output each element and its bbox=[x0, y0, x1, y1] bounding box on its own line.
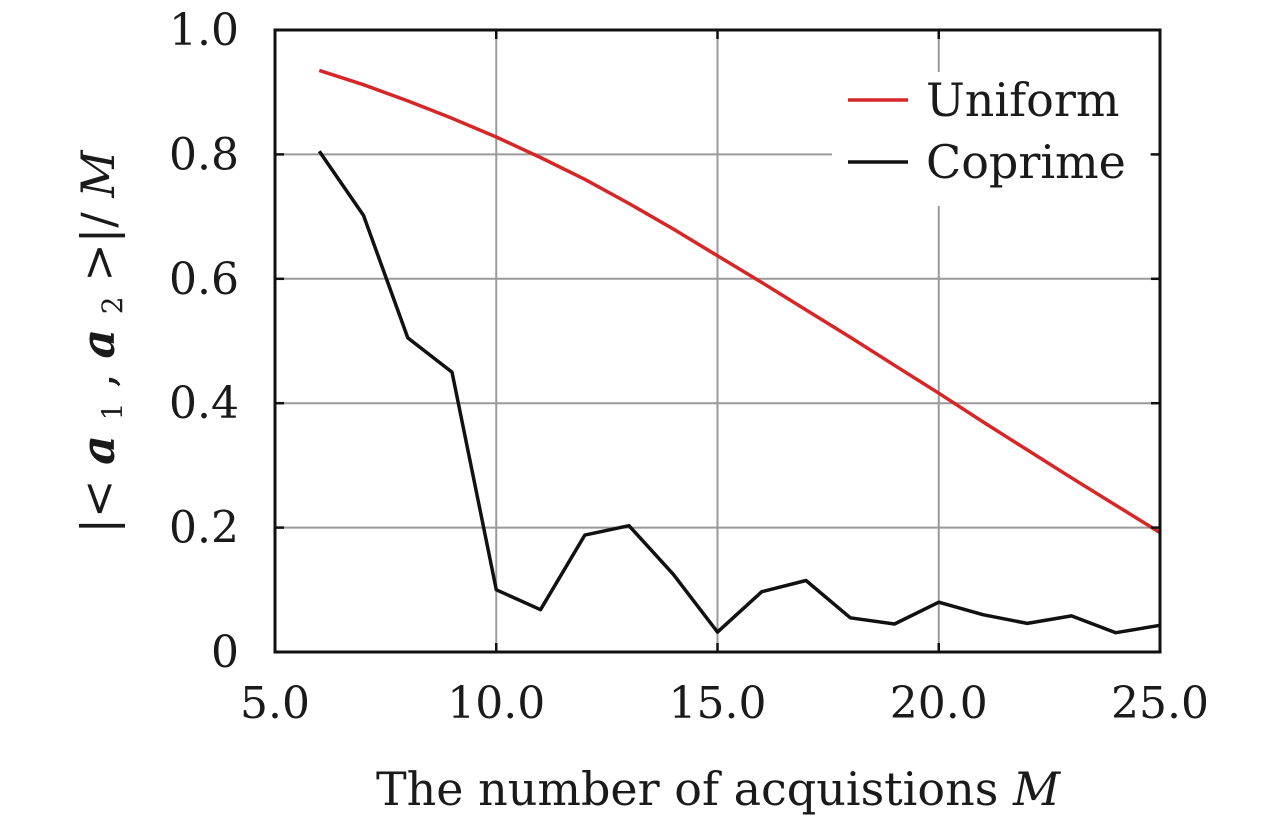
y-axis-title: |< a 1 , a 2 >|/ M bbox=[71, 149, 133, 534]
y-label-sub2: 2 bbox=[96, 296, 129, 314]
x-tick-label: 10.0 bbox=[447, 678, 545, 729]
y-tick-label: 0.6 bbox=[169, 254, 239, 305]
y-label-var2: a bbox=[71, 329, 125, 359]
series-line-coprime bbox=[317, 150, 1161, 635]
x-axis-label-text: The number of acquistions bbox=[376, 762, 998, 816]
y-tick-label: 1.0 bbox=[169, 5, 239, 56]
y-label-denominator: M bbox=[71, 149, 125, 199]
x-tick-label: 15.0 bbox=[669, 678, 767, 729]
y-label-close: >|/ bbox=[71, 212, 125, 282]
legend-label-coprime: Coprime bbox=[926, 135, 1126, 189]
y-tick-label: 0.8 bbox=[169, 129, 239, 180]
series-line-uniform bbox=[318, 68, 1161, 535]
y-label-var1: a bbox=[71, 435, 125, 465]
x-tick-label: 25.0 bbox=[1111, 678, 1209, 729]
y-tick-label: 0.4 bbox=[169, 378, 239, 429]
x-axis-label-var: M bbox=[1012, 762, 1062, 816]
y-tick-label: 0.2 bbox=[169, 503, 239, 554]
series-layer bbox=[317, 68, 1161, 635]
x-tick-label: 5.0 bbox=[240, 678, 310, 729]
y-label-open: |< bbox=[71, 479, 125, 533]
legend-background bbox=[832, 72, 1150, 206]
x-axis-title: The number of acquistions M bbox=[376, 762, 1062, 816]
y-label-sub1: 1 bbox=[96, 403, 129, 421]
legend: Uniform Coprime bbox=[832, 72, 1150, 206]
axis-ticks: 5.0 10.0 15.0 20.0 25.0 0 0.2 0.4 0.6 0.8 1.0 bbox=[169, 5, 1209, 729]
x-tick-label: 20.0 bbox=[890, 678, 988, 729]
y-label-comma: , bbox=[71, 373, 125, 388]
legend-label-uniform: Uniform bbox=[926, 73, 1119, 127]
y-tick-label: 0 bbox=[211, 627, 239, 678]
